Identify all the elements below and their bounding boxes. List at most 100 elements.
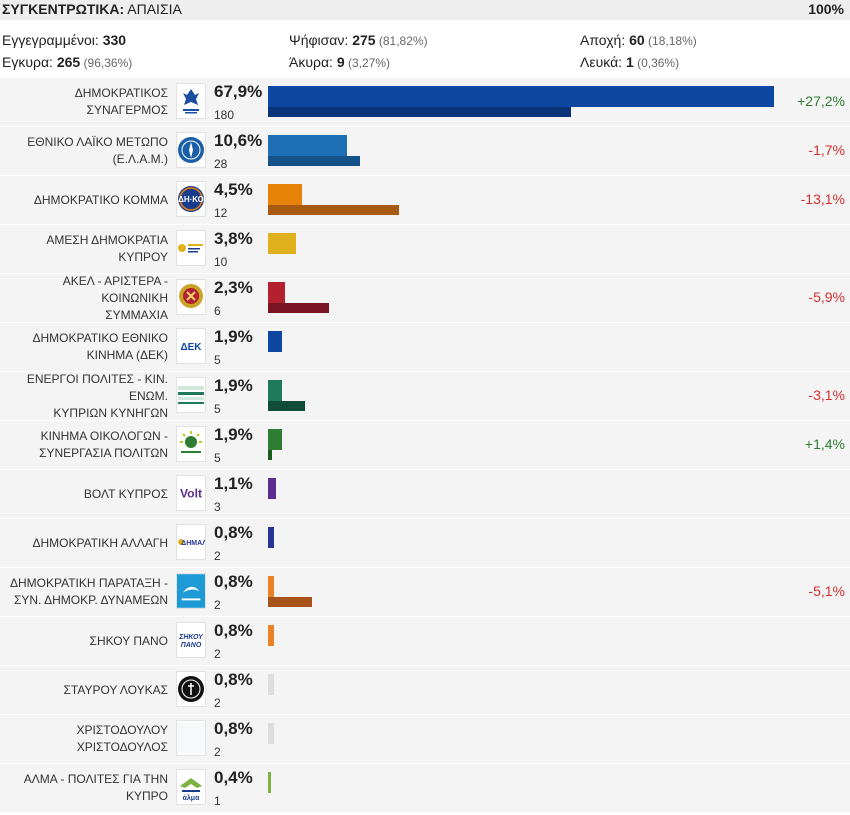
current-bar xyxy=(268,723,274,744)
page-title: ΣΥΓΚΕΝΤΡΩΤΙΚΑ: ΑΠΑΙΣΙΑ xyxy=(2,1,182,17)
party-name-line: ΣΤΑΥΡΟΥ ΛΟΥΚΑΣ xyxy=(63,682,168,697)
party-name-text: ΣΗΚΟΥ ΠΑΝΟ xyxy=(90,633,168,650)
sikou-pano-icon: ΣΗΚΟΥ ΠΑΝΟ xyxy=(176,622,206,658)
title-label: ΣΥΓΚΕΝΤΡΩΤΙΚΑ: xyxy=(2,1,125,17)
party-name: ΑΛΜΑ - ΠΟΛΙΤΕΣ ΓΙΑ ΤΗΝ ΚΥΠΡΟ xyxy=(0,764,170,812)
party-name-text: ΣΤΑΥΡΟΥ ΛΟΥΚΑΣ xyxy=(63,682,168,699)
current-bar xyxy=(268,772,271,793)
svg-text:ΔΗΜΑΛ: ΔΗΜΑΛ xyxy=(181,540,205,547)
party-name-line: ΕΝΕΡΓΟΙ ΠΟΛΙΤΕΣ - ΚΙΝ. ΕΝΩΜ. xyxy=(26,371,168,403)
party-name-text: ΔΗΜΟΚΡΑΤΙΚΟ ΕΘΝΙΚΟ ΚΙΝΗΜΑ (ΔΕΚ) xyxy=(32,330,168,364)
svg-text:Volt: Volt xyxy=(180,487,202,501)
change-value: -5,1% xyxy=(808,583,845,599)
party-name-text: ΑΛΜΑ - ΠΟΛΙΤΕΣ ΓΙΑ ΤΗΝ ΚΥΠΡΟ xyxy=(24,771,168,805)
vote-count: 2 xyxy=(214,549,221,563)
current-bar xyxy=(268,184,302,205)
energoi-polites-icon xyxy=(176,377,206,413)
vote-count: 12 xyxy=(214,206,228,220)
vote-count: 2 xyxy=(214,598,221,612)
party-name-line: ΑΚΕΛ - ΑΡΙΣΤΕΡΑ - ΚΟΙΝΩΝΙΚΗ xyxy=(62,273,168,305)
stat-value: 1 xyxy=(625,54,634,70)
party-name-text: ΕΝΕΡΓΟΙ ΠΟΛΙΤΕΣ - ΚΙΝ. ΕΝΩΜ. ΚΥΠΡΙΩΝ ΚΥΝΗ… xyxy=(0,371,168,422)
vote-count: 3 xyxy=(214,500,221,514)
result-row: ΔΗΜΟΚΡΑΤΙΚΗ ΠΑΡΑΤΑΞΗ - ΣΥΝ. ΔΗΜΟΚΡ. ΔΥΝΑΜ… xyxy=(0,568,850,617)
party-name: ΧΡΙΣΤΟΔΟΥΛΟΥ ΧΡΙΣΤΟΔΟΥΛΟΣ xyxy=(0,715,170,763)
party-name: ΔΗΜΟΚΡΑΤΙΚΗ ΠΑΡΑΤΑΞΗ - ΣΥΝ. ΔΗΜΟΚΡ. ΔΥΝΑΜ… xyxy=(0,568,170,616)
current-bar xyxy=(268,527,274,548)
previous-bar xyxy=(268,303,329,313)
vote-percent: 3,8% xyxy=(214,229,253,248)
party-name-line: ΣΥΝ. ΔΗΜΟΚΡ. ΔΥΝΑΜΕΩΝ xyxy=(13,593,168,607)
stat-value: 265 xyxy=(56,54,81,70)
stat-abstention: Αποχή: 60 (18,18%) xyxy=(580,32,697,48)
stavrou-circle-icon xyxy=(176,671,206,707)
party-name-line: ΚΥΠΡΙΩΝ ΚΥΝΗΓΩΝ xyxy=(53,405,168,420)
party-name: ΒΟΛΤ ΚΥΠΡΟΣ xyxy=(0,470,170,518)
svg-text:ΠΑΝΟ: ΠΑΝΟ xyxy=(181,642,202,649)
stat-value: 60 xyxy=(629,32,645,48)
change-value: -5,9% xyxy=(808,289,845,305)
party-name-line: ΒΟΛΤ ΚΥΠΡΟΣ xyxy=(83,486,168,501)
vote-count: 180 xyxy=(214,108,235,122)
vote-count: 2 xyxy=(214,745,221,759)
change-value: -3,1% xyxy=(808,387,845,403)
vote-percent: 1,9% xyxy=(214,425,253,444)
svg-text:άλμα: άλμα xyxy=(183,794,200,802)
stat-voted: Ψήφισαν: 275 (81,82%) xyxy=(289,32,428,48)
party-name-line: ΔΗΜΟΚΡΑΤΙΚΗ ΠΑΡΑΤΑΞΗ - xyxy=(9,576,168,590)
result-row: ΔΗΜΟΚΡΑΤΙΚΟ ΚΟΜΜΑ ΔΗ·ΚΟ 4,5% 12 -13,1% xyxy=(0,176,850,225)
alma-logo-icon: άλμα xyxy=(176,769,206,805)
stat-label: Λευκά: xyxy=(580,54,626,70)
volt-wordmark-icon: Volt xyxy=(176,475,206,511)
stat-pct: (96,36%) xyxy=(80,56,133,70)
stat-label: Αποχή: xyxy=(580,32,630,48)
current-bar xyxy=(268,282,285,303)
party-name-line: ΚΥΠΡΟ xyxy=(125,789,168,803)
party-name-text: ΔΗΜΟΚΡΑΤΙΚΗ ΑΛΛΑΓΗ xyxy=(32,535,168,552)
party-name: ΔΗΜΟΚΡΑΤΙΚΟΣ ΣΥΝΑΓΕΡΜΟΣ xyxy=(0,78,170,126)
vote-percent: 2,3% xyxy=(214,278,253,297)
party-name: ΣΗΚΟΥ ΠΑΝΟ xyxy=(0,617,170,665)
party-name-line: ΚΙΝΗΜΑ (ΔΕΚ) xyxy=(86,348,168,362)
vote-percent: 10,6% xyxy=(214,131,263,150)
stat-label: Άκυρα: xyxy=(289,54,337,70)
result-row: ΒΟΛΤ ΚΥΠΡΟΣ Volt 1,1% 3 xyxy=(0,470,850,519)
party-name: ΔΗΜΟΚΡΑΤΙΚΗ ΑΛΛΑΓΗ xyxy=(0,519,170,567)
elam-shield-icon xyxy=(176,132,206,168)
stat-label: Ψήφισαν: xyxy=(289,32,353,48)
party-name-line: (Ε.Λ.Α.Μ.) xyxy=(112,152,168,166)
results-header: ΣΥΓΚΕΝΤΡΩΤΙΚΑ: ΑΠΑΙΣΙΑ 100% xyxy=(0,0,850,20)
current-bar xyxy=(268,233,296,254)
current-bar xyxy=(268,576,274,597)
result-row: ΔΗΜΟΚΡΑΤΙΚΟΣ ΣΥΝΑΓΕΡΜΟΣ 67,9% 180 +27,2% xyxy=(0,78,850,127)
party-name-line: ΔΗΜΟΚΡΑΤΙΚΟΣ ΣΥΝΑΓΕΡΜΟΣ xyxy=(74,86,168,117)
current-bar xyxy=(268,331,282,352)
change-value: -13,1% xyxy=(800,191,845,207)
result-row: ΚΙΝΗΜΑ ΟΙΚΟΛΟΓΩΝ - ΣΥΝΕΡΓΑΣΙΑ ΠΟΛΙΤΩΝ 1,9%… xyxy=(0,421,850,470)
party-name-line: ΑΛΜΑ - ΠΟΛΙΤΕΣ ΓΙΑ ΤΗΝ xyxy=(23,772,168,786)
stat-pct: (81,82%) xyxy=(375,34,428,48)
party-name: ΔΗΜΟΚΡΑΤΙΚΟ ΚΟΜΜΑ xyxy=(0,176,170,224)
current-bar xyxy=(268,380,282,401)
party-name: ΣΤΑΥΡΟΥ ΛΟΥΚΑΣ xyxy=(0,666,170,714)
vote-percent: 1,1% xyxy=(214,474,253,493)
previous-bar xyxy=(268,156,360,166)
result-row: ΣΗΚΟΥ ΠΑΝΟ ΣΗΚΟΥ ΠΑΝΟ 0,8% 2 xyxy=(0,617,850,666)
current-bar xyxy=(268,86,774,107)
vote-percent: 0,8% xyxy=(214,670,253,689)
ameso-dimokratia-icon xyxy=(176,230,206,266)
previous-bar xyxy=(268,450,272,460)
result-row: ΑΚΕΛ - ΑΡΙΣΤΕΡΑ - ΚΟΙΝΩΝΙΚΗ ΣΥΜΜΑΧΙΑ 2,3% 6… xyxy=(0,274,850,323)
vote-count: 1 xyxy=(214,794,221,808)
previous-bar xyxy=(268,107,571,117)
stat-label: Εγγεγραμμένοι: xyxy=(2,32,103,48)
party-name-text: ΔΗΜΟΚΡΑΤΙΚΟΣ ΣΥΝΑΓΕΡΜΟΣ xyxy=(0,85,168,119)
vote-count: 5 xyxy=(214,402,221,416)
result-row: ΕΝΕΡΓΟΙ ΠΟΛΙΤΕΣ - ΚΙΝ. ΕΝΩΜ. ΚΥΠΡΙΩΝ ΚΥΝΗ… xyxy=(0,372,850,421)
party-name-line: ΣΥΝΕΡΓΑΣΙΑ ΠΟΛΙΤΩΝ xyxy=(39,446,168,460)
percent-counted: 100% xyxy=(808,1,844,17)
akel-emblem-icon xyxy=(176,279,206,315)
vote-percent: 0,8% xyxy=(214,523,253,542)
change-value: +27,2% xyxy=(797,93,845,109)
change-value: +1,4% xyxy=(804,436,845,452)
